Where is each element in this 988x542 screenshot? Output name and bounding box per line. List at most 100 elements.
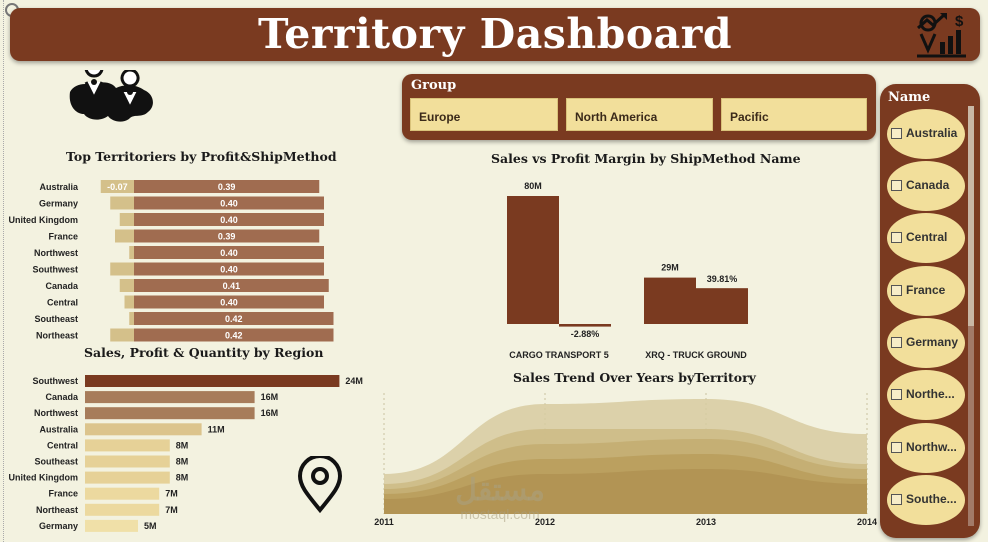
negative-bar (100, 180, 134, 193)
negative-bar (110, 262, 134, 276)
name-item-label: France (906, 283, 946, 297)
checkbox[interactable] (891, 389, 902, 400)
name-item-canada[interactable]: Canada (887, 161, 965, 211)
category-label: Northwest (34, 248, 78, 258)
chart-sales-trend: 2011 2012 2013 2014 (374, 393, 877, 527)
name-item-australia[interactable]: Australia (887, 109, 965, 159)
data-label: 29M (661, 263, 679, 273)
category-label: Germany (39, 199, 78, 209)
data-label: -0.07 (107, 182, 128, 192)
group-option-pacific[interactable]: Pacific (721, 98, 867, 131)
checkbox[interactable] (891, 442, 902, 453)
category-label: Germany (39, 521, 78, 531)
sales-bar (644, 277, 696, 324)
bar (85, 423, 202, 436)
data-label: 7M (165, 489, 178, 499)
data-label: 8M (176, 457, 189, 467)
checkbox[interactable] (891, 128, 902, 139)
positive-bar (134, 246, 324, 259)
bar (85, 375, 340, 387)
data-label: 8M (176, 473, 189, 483)
name-item-label: Germany (906, 335, 959, 349)
chart-sales-by-region: Southwest 24M Canada 16M Northwest 16M Austral… (9, 375, 363, 532)
page-left-edge (0, 0, 4, 542)
name-item-label: Australia (906, 126, 958, 140)
name-item-germany[interactable]: Germany (887, 318, 965, 368)
group-option-north-america[interactable]: North America (566, 98, 713, 131)
name-item-france[interactable]: France (887, 266, 965, 316)
bar (85, 519, 138, 532)
category-label: Northeast (36, 331, 78, 341)
category-label: Southwest (32, 376, 78, 386)
category-label: United Kingdom (9, 215, 79, 225)
x-tick-label: 2013 (696, 517, 716, 527)
checkbox[interactable] (891, 180, 902, 191)
positive-bar (134, 295, 324, 309)
category-label: United Kingdom (9, 473, 79, 483)
data-label: 0.39 (218, 182, 236, 192)
positive-bar (134, 279, 329, 292)
name-item-label: Northw... (906, 440, 957, 454)
category-label: Australia (39, 182, 79, 192)
sales-bar (507, 196, 559, 324)
checkbox[interactable] (891, 285, 902, 296)
negative-bar (115, 229, 134, 243)
data-label: 0.40 (220, 215, 238, 225)
bar (85, 487, 160, 500)
category-label: Southeast (34, 457, 78, 467)
checkbox[interactable] (891, 337, 902, 348)
name-item-northeast[interactable]: Northe... (887, 370, 965, 420)
positive-bar (134, 196, 324, 210)
category-label: Canada (45, 392, 79, 402)
x-tick-label: 2012 (535, 517, 555, 527)
data-label: 0.40 (220, 248, 238, 258)
chart-title-sales-trend: Sales Trend Over Years byTerritory (513, 370, 756, 385)
checkbox[interactable] (891, 494, 902, 505)
bar (85, 503, 160, 516)
header-banner: Territory Dashboard $ (10, 8, 980, 61)
positive-bar (134, 213, 324, 226)
data-label: 39.81% (707, 274, 738, 284)
group-option-europe[interactable]: Europe (410, 98, 558, 131)
name-slicer-label: Name (888, 90, 931, 105)
data-label: 0.40 (220, 298, 238, 308)
category-label: Northeast (36, 505, 78, 515)
page-title: Territory Dashboard (257, 10, 732, 58)
category-label: Australia (39, 424, 79, 434)
data-label: 0.42 (225, 314, 243, 324)
bar (85, 407, 255, 420)
category-label: France (48, 489, 78, 499)
area-series (384, 469, 867, 514)
name-slicer-scrollbar[interactable] (968, 106, 974, 526)
scrollbar-thumb[interactable] (968, 106, 974, 326)
bar (85, 391, 255, 404)
margin-bar (696, 288, 748, 324)
group-slicer-label: Group (411, 78, 457, 93)
negative-bar (110, 328, 134, 342)
data-label: 8M (176, 440, 189, 450)
category-label: Southeast (34, 314, 78, 324)
data-label: 80M (524, 181, 542, 191)
name-item-southeast[interactable]: Southe... (887, 475, 965, 525)
name-item-central[interactable]: Central (887, 213, 965, 263)
positive-bar (134, 328, 334, 342)
category-label: Central (47, 298, 78, 308)
category-label: Southwest (32, 265, 78, 275)
name-item-label: Central (906, 230, 948, 244)
data-label: 5M (144, 521, 157, 531)
data-label: 16M (261, 408, 279, 418)
data-label: 0.39 (218, 232, 236, 242)
name-item-northwest[interactable]: Northw... (887, 423, 965, 473)
negative-bar (124, 295, 134, 309)
margin-bar (559, 324, 611, 327)
data-label: 11M (208, 424, 225, 434)
x-tick-label: 2011 (374, 517, 394, 527)
category-label: France (48, 232, 78, 242)
name-item-label: Canada (906, 178, 950, 192)
data-label: 7M (165, 505, 178, 515)
chart-title-sales-by-region: Sales, Profit & Quantity by Region (84, 345, 324, 360)
data-label: -2.88% (571, 329, 600, 339)
checkbox[interactable] (891, 232, 902, 243)
category-label: CARGO TRANSPORT 5 (509, 350, 609, 360)
category-label: XRQ - TRUCK GROUND (645, 350, 747, 360)
